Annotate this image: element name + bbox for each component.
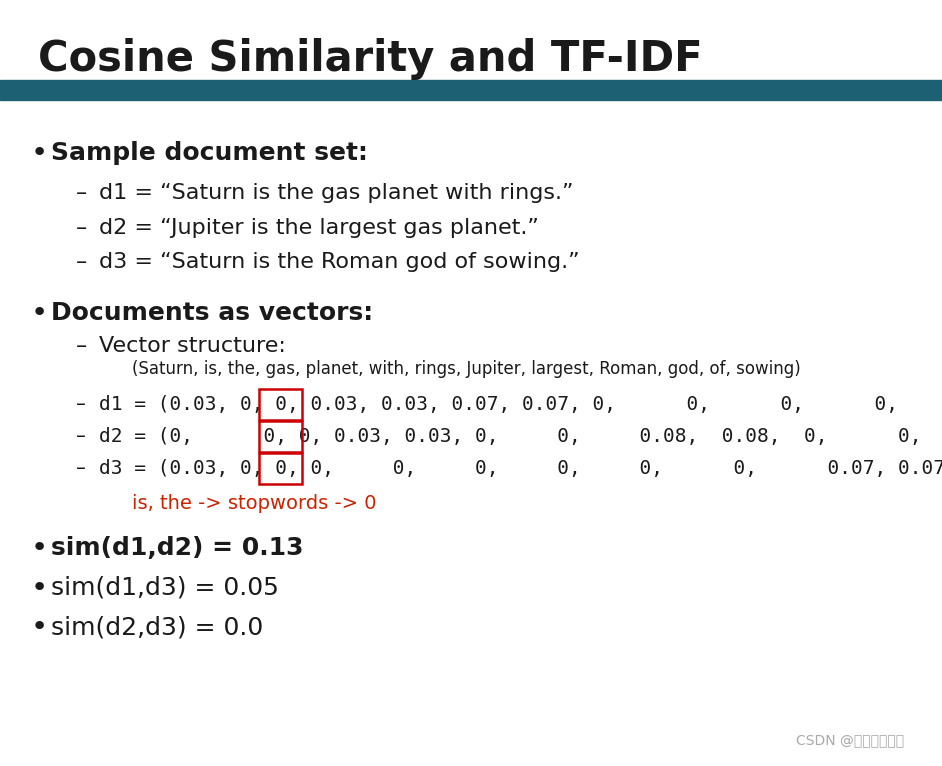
Text: sim(d1,d3) = 0.05: sim(d1,d3) = 0.05 bbox=[51, 575, 279, 600]
Text: d1 = (0.03, 0, 0, 0.03, 0.03, 0.07, 0.07, 0,      0,      0,      0,      0,    : d1 = (0.03, 0, 0, 0.03, 0.03, 0.07, 0.07… bbox=[99, 395, 942, 414]
Text: d3 = “Saturn is the Roman god of sowing.”: d3 = “Saturn is the Roman god of sowing.… bbox=[99, 252, 579, 272]
Text: sim(d1,d2) = 0.13: sim(d1,d2) = 0.13 bbox=[51, 535, 303, 560]
Text: •: • bbox=[30, 574, 47, 601]
Text: •: • bbox=[30, 534, 47, 561]
Text: (Saturn, is, the, gas, planet, with, rings, Jupiter, largest, Roman, god, of, so: (Saturn, is, the, gas, planet, with, rin… bbox=[132, 360, 801, 378]
Text: Documents as vectors:: Documents as vectors: bbox=[51, 300, 373, 325]
Text: •: • bbox=[30, 139, 47, 167]
Text: d1 = “Saturn is the gas planet with rings.”: d1 = “Saturn is the gas planet with ring… bbox=[99, 183, 574, 203]
Text: –: – bbox=[76, 336, 88, 356]
Text: •: • bbox=[30, 614, 47, 641]
Text: sim(d2,d3) = 0.0: sim(d2,d3) = 0.0 bbox=[51, 615, 263, 640]
Bar bbox=[258, 421, 301, 452]
Text: CSDN @大白要努力啊: CSDN @大白要努力啊 bbox=[796, 733, 904, 747]
Text: –: – bbox=[76, 252, 88, 272]
Text: is, the -> stopwords -> 0: is, the -> stopwords -> 0 bbox=[132, 494, 377, 512]
Text: –: – bbox=[76, 427, 86, 446]
Text: •: • bbox=[30, 299, 47, 326]
Text: d2 = (0,      0, 0, 0.03, 0.03, 0,     0,     0.08,  0.08,  0,      0,      0,  : d2 = (0, 0, 0, 0.03, 0.03, 0, 0, 0.08, 0… bbox=[99, 427, 942, 446]
Text: d3 = (0.03, 0, 0, 0,     0,     0,     0,     0,      0,      0.07, 0.07, 0.07, : d3 = (0.03, 0, 0, 0, 0, 0, 0, 0, 0, 0.07… bbox=[99, 460, 942, 478]
Bar bbox=[258, 453, 301, 484]
Text: –: – bbox=[76, 218, 88, 237]
Text: Cosine Similarity and TF-IDF: Cosine Similarity and TF-IDF bbox=[38, 38, 703, 80]
Text: Sample document set:: Sample document set: bbox=[51, 141, 367, 165]
Text: d2 = “Jupiter is the largest gas planet.”: d2 = “Jupiter is the largest gas planet.… bbox=[99, 218, 539, 237]
Bar bbox=[258, 389, 301, 420]
Text: Vector structure:: Vector structure: bbox=[99, 336, 285, 356]
Text: –: – bbox=[76, 395, 86, 414]
Bar bbox=[0, 80, 942, 100]
Text: –: – bbox=[76, 183, 88, 203]
Text: –: – bbox=[76, 460, 86, 478]
